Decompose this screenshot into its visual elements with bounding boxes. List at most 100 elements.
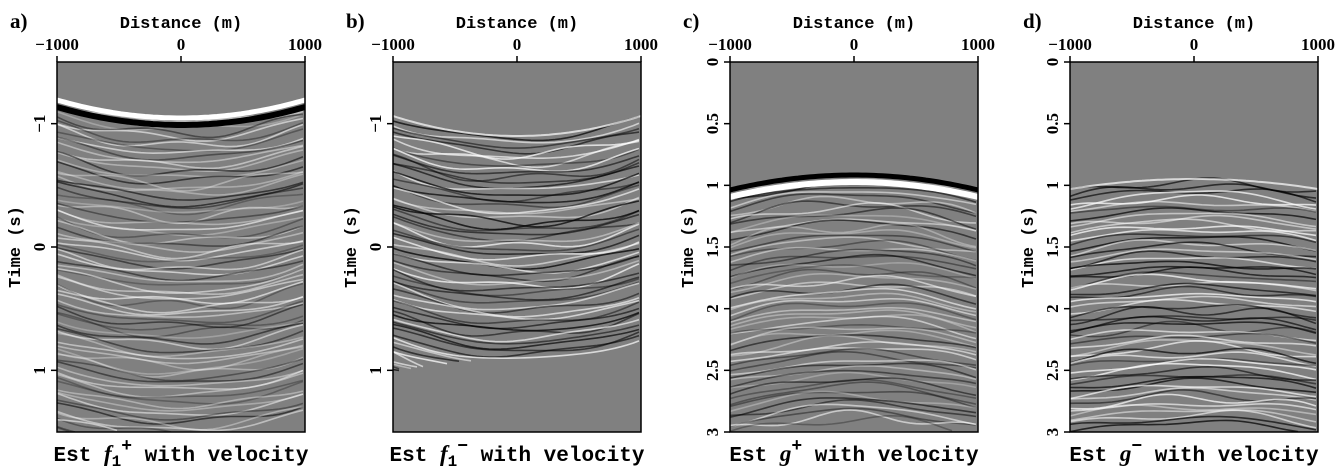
- seismic-trace: [57, 282, 304, 310]
- seismic-trace: [730, 229, 977, 249]
- seismic-trace: [1070, 207, 1317, 222]
- seismic-trace: [730, 202, 977, 224]
- seismic-trace: [1070, 239, 1317, 257]
- seismic-trace: [393, 306, 640, 330]
- seismic-trace: [393, 170, 640, 197]
- seismic-trace: [1070, 292, 1317, 303]
- seismic-trace: [1070, 419, 1299, 432]
- seismic-trace: [1070, 225, 1317, 237]
- seismic-trace: [730, 219, 977, 241]
- seismic-trace: [730, 326, 977, 346]
- seismic-trace: [57, 209, 304, 226]
- seismic-trace: [393, 368, 400, 372]
- seismic-trace: [1070, 266, 1317, 279]
- x-axis-label: Distance (m): [793, 15, 915, 34]
- seismic-trace: [57, 243, 304, 263]
- seismic-trace: [1070, 233, 1317, 246]
- seismic-trace: [57, 418, 118, 432]
- seismic-trace: [730, 253, 977, 278]
- x-tick-label: 0: [1190, 35, 1199, 54]
- caption-var: f: [104, 441, 114, 466]
- y-tick-label: 0: [703, 58, 722, 67]
- seismic-trace: [1070, 218, 1316, 234]
- seismic-trace: [57, 128, 304, 152]
- seismic-trace: [57, 216, 304, 239]
- seismic-trace: [730, 381, 977, 406]
- seismic-trace: [1070, 260, 1317, 270]
- seismic-trace: [57, 231, 304, 253]
- seismic-trace: [1070, 228, 1317, 242]
- seismic-trace: [57, 260, 304, 282]
- seismic-trace: [393, 251, 640, 274]
- x-tick-label: 0: [513, 35, 522, 54]
- seismic-trace: [730, 329, 977, 348]
- seismic-image: [730, 172, 978, 432]
- seismic-trace: [57, 376, 304, 399]
- x-tick-label: 1000: [961, 35, 995, 54]
- seismic-trace: [1070, 347, 1317, 365]
- seismic-trace: [393, 281, 640, 311]
- seismic-trace: [1070, 320, 1317, 338]
- seismic-trace: [1070, 357, 1317, 374]
- seismic-trace: [730, 302, 977, 322]
- caption-text: Est: [54, 445, 104, 468]
- seismic-trace: [730, 347, 977, 367]
- x-tick-label: −1000: [35, 35, 79, 54]
- seismic-trace: [1070, 212, 1317, 228]
- seismic-trace: [393, 196, 640, 219]
- seismic-trace: [57, 399, 304, 421]
- seismic-trace: [730, 214, 977, 234]
- seismic-trace: [393, 127, 640, 149]
- seismic-trace: [57, 360, 304, 383]
- y-tick-label: 3: [1043, 428, 1062, 437]
- seismic-trace: [57, 402, 304, 425]
- seismic-trace: [730, 218, 977, 234]
- seismic-trace: [730, 292, 977, 313]
- y-tick-label: 3: [703, 428, 722, 437]
- seismic-trace: [730, 369, 977, 389]
- seismic-trace: [730, 193, 977, 214]
- seismic-trace: [1070, 402, 1317, 412]
- seismic-trace: [1070, 295, 1317, 308]
- seismic-trace: [393, 147, 640, 172]
- seismic-trace: [393, 181, 640, 204]
- seismic-trace: [57, 289, 304, 314]
- seismic-trace: [57, 247, 304, 270]
- seismic-trace: [57, 280, 304, 305]
- seismic-trace: [393, 170, 640, 190]
- seismic-trace: [57, 293, 304, 316]
- y-axis-label: Time (s): [7, 206, 26, 288]
- seismic-trace: [57, 332, 304, 358]
- seismic-event: [730, 172, 978, 193]
- caption-var: g: [1119, 441, 1132, 466]
- x-tick-label: 1000: [288, 35, 322, 54]
- seismic-trace: [393, 336, 640, 359]
- seismic-trace: [57, 391, 304, 412]
- seismic-trace: [1070, 321, 1317, 334]
- panel: −1000 0 1000 0 0.5 1 1.5 2 2.5 3 Distance (m) Time …: [1020, 9, 1335, 468]
- y-tick-label: −1: [366, 115, 385, 133]
- seismic-trace: [730, 403, 977, 428]
- y-axis-label: Time (s): [680, 206, 699, 288]
- seismic-trace: [1070, 409, 1317, 423]
- seismic-trace: [1070, 271, 1317, 290]
- y-tick-label: 0.5: [1043, 113, 1062, 134]
- seismic-trace: [57, 199, 304, 214]
- seismic-trace: [730, 323, 977, 335]
- seismic-trace: [393, 311, 640, 332]
- seismic-trace: [57, 119, 304, 144]
- seismic-trace: [393, 275, 640, 297]
- caption-text: with velocity: [802, 445, 979, 468]
- seismic-trace: [393, 232, 640, 255]
- x-tick-label: −1000: [1048, 35, 1092, 54]
- y-tick-label: 0: [30, 243, 49, 252]
- caption-var: f: [440, 441, 450, 466]
- seismic-trace: [393, 255, 640, 283]
- seismic-trace: [57, 113, 304, 139]
- seismic-trace: [730, 390, 977, 413]
- seismic-trace: [393, 334, 640, 358]
- seismic-trace: [57, 311, 304, 338]
- y-tick-label: 1: [366, 366, 385, 375]
- y-tick-label: 2.5: [1043, 360, 1062, 381]
- y-tick-label: 2: [1043, 304, 1062, 313]
